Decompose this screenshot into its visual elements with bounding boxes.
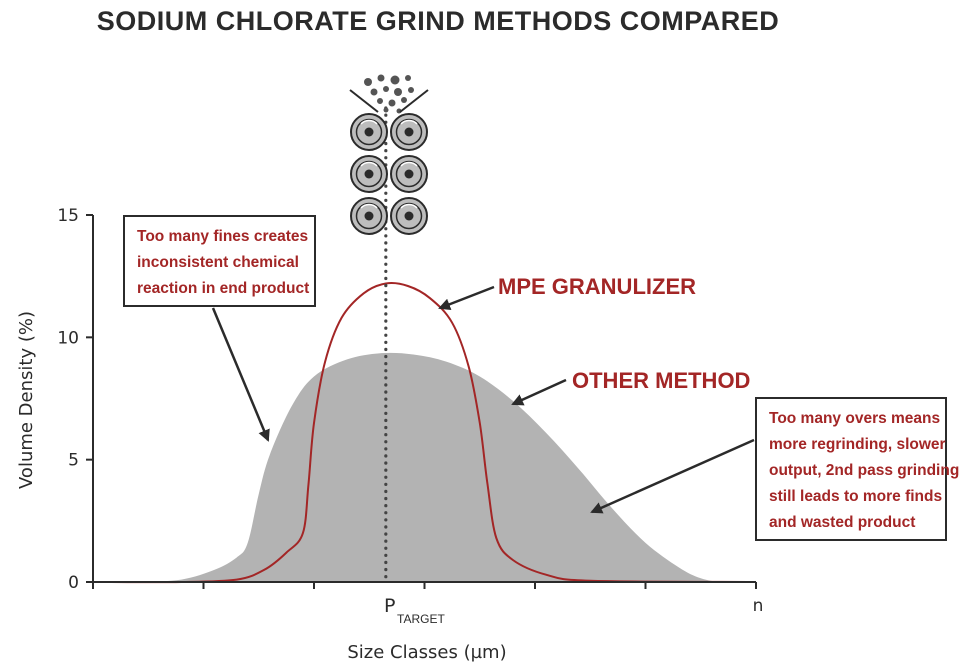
fines-note-line: Too many fines creates — [137, 228, 308, 245]
target-tick-subscript: TARGET — [397, 612, 445, 626]
hopper-icon — [349, 89, 429, 113]
series-area-other-method — [93, 352, 756, 583]
series-line-mpe-granulizer — [92, 282, 757, 584]
arrow-fines — [211, 307, 270, 442]
x-axis-label: Size Classes (µm) — [347, 642, 506, 663]
roller-icon — [350, 155, 388, 193]
chart-title: SODIUM CHLORATE GRIND METHODS COMPARED — [97, 6, 780, 36]
overs-note-line: more regrinding, slower — [769, 436, 946, 453]
x-tick-target: P TARGET — [384, 595, 445, 626]
series-label-mpe: MPE GRANULIZER — [498, 274, 696, 299]
rollers — [350, 113, 428, 235]
roller-icon — [390, 113, 428, 151]
plot-area — [93, 352, 756, 583]
arrow-other — [511, 378, 567, 406]
y-tick-label: 0 — [68, 573, 79, 593]
roller-icon — [350, 113, 388, 151]
series-label-other: OTHER METHOD — [572, 368, 750, 393]
fines-note: Too many fines creates inconsistent chem… — [123, 215, 316, 307]
overs-note-line: Too many overs means — [769, 410, 940, 427]
fines-note-line: inconsistent chemical — [137, 254, 299, 271]
overs-note-line: output, 2nd pass grinding — [769, 462, 959, 479]
roller-icon — [350, 197, 388, 235]
overs-note-line: still leads to more finds — [769, 488, 942, 505]
plot-lines — [92, 106, 757, 584]
roller-icon — [390, 155, 428, 193]
x-tick-end: n — [753, 596, 764, 616]
y-axis-label: Volume Density (%) — [16, 311, 37, 489]
overs-note: Too many overs means more regrinding, sl… — [755, 397, 959, 541]
overs-note-line: and wasted product — [769, 514, 915, 531]
fines-note-line: reaction in end product — [137, 280, 309, 297]
y-tick-label: 5 — [68, 451, 79, 471]
particles-icon — [364, 74, 414, 114]
roller-mill-icon — [349, 74, 429, 235]
target-tick-label: P — [384, 595, 395, 617]
y-tick-label: 10 — [57, 328, 79, 348]
arrow-mpe — [438, 285, 495, 310]
roller-icon — [390, 197, 428, 235]
y-tick-label: 15 — [57, 206, 79, 226]
axes: 0 5 10 15 — [57, 206, 757, 593]
arrow-overs — [590, 438, 755, 514]
